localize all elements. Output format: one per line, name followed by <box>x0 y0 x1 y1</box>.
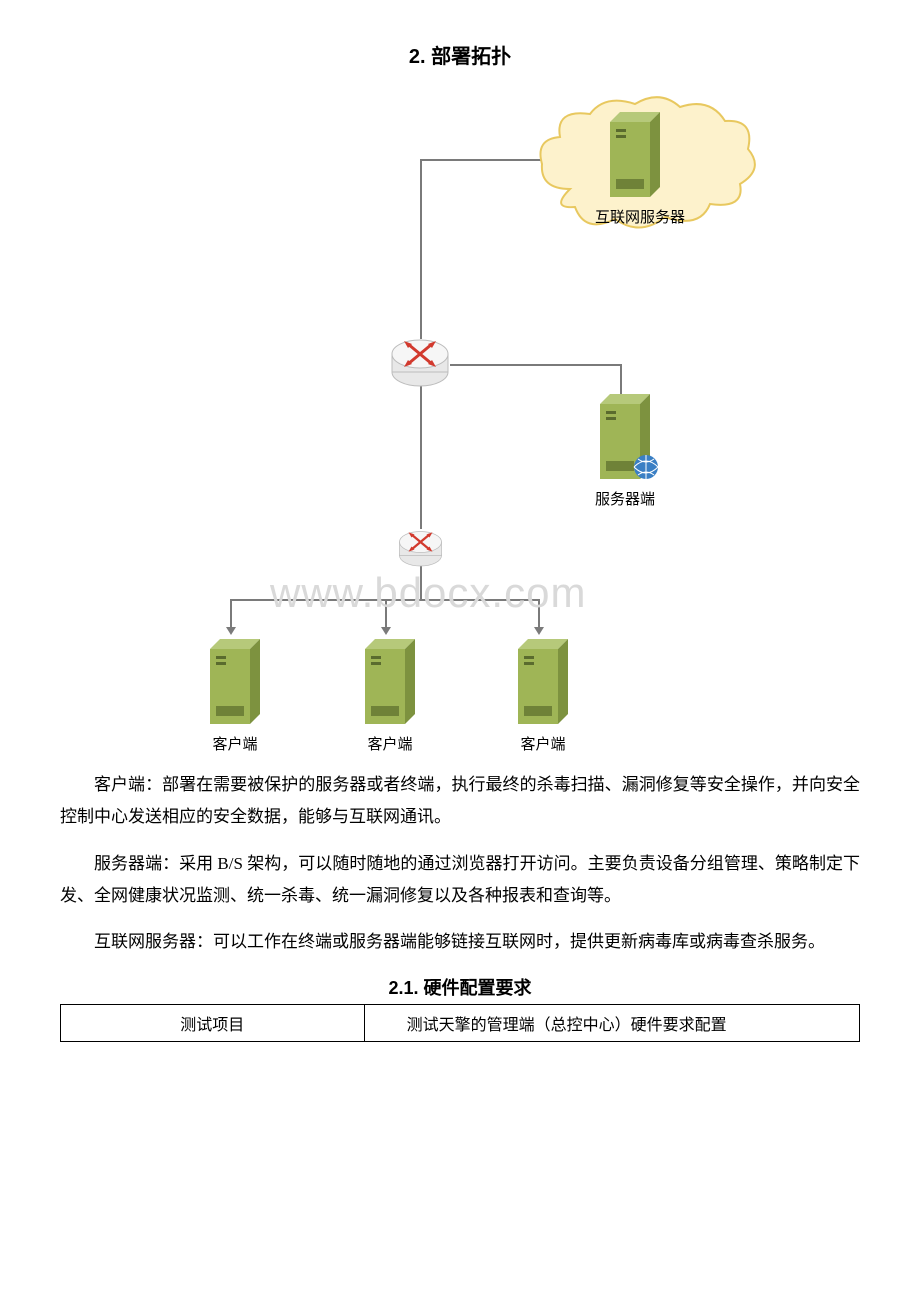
paragraph-server: 服务器端：采用 B/S 架构，可以随时随地的通过浏览器打开访问。主要负责设备分组… <box>60 848 860 913</box>
subsection-title: 2.1. 硬件配置要求 <box>60 974 860 1000</box>
table-cell: 测试天擎的管理端（总控中心）硬件要求配置 <box>364 1005 859 1042</box>
server-node: 服务器端 <box>585 389 665 499</box>
client-node-3: 客户端 <box>503 634 583 744</box>
hardware-table: 测试项目 测试天擎的管理端（总控中心）硬件要求配置 <box>60 1004 860 1042</box>
paragraph-client: 客户端：部署在需要被保护的服务器或者终端，执行最终的杀毒扫描、漏洞修复等安全操作… <box>60 769 860 834</box>
server-icon <box>600 107 670 197</box>
server-icon <box>200 634 270 724</box>
paragraph-internet: 互联网服务器：可以工作在终端或服务器端能够链接互联网时，提供更新病毒库或病毒查杀… <box>60 926 860 958</box>
client-label: 客户端 <box>503 733 583 754</box>
client-label: 客户端 <box>350 733 430 754</box>
section-title: 2. 部署拓扑 <box>60 40 860 69</box>
internet-server-label: 互联网服务器 <box>595 206 675 227</box>
switch-icon <box>398 527 443 567</box>
table-row: 测试项目 测试天擎的管理端（总控中心）硬件要求配置 <box>61 1005 860 1042</box>
client-node-1: 客户端 <box>195 634 275 744</box>
server-label: 服务器端 <box>585 488 665 509</box>
server-icon <box>508 634 578 724</box>
router-icon <box>390 334 450 389</box>
table-cell: 测试项目 <box>61 1005 365 1042</box>
client-label: 客户端 <box>195 733 275 754</box>
internet-server-node: 互联网服务器 <box>595 107 675 217</box>
client-node-2: 客户端 <box>350 634 430 744</box>
topology-diagram: 互联网服务器 服务器端 <box>150 89 770 749</box>
server-icon <box>590 389 660 479</box>
server-icon <box>355 634 425 724</box>
